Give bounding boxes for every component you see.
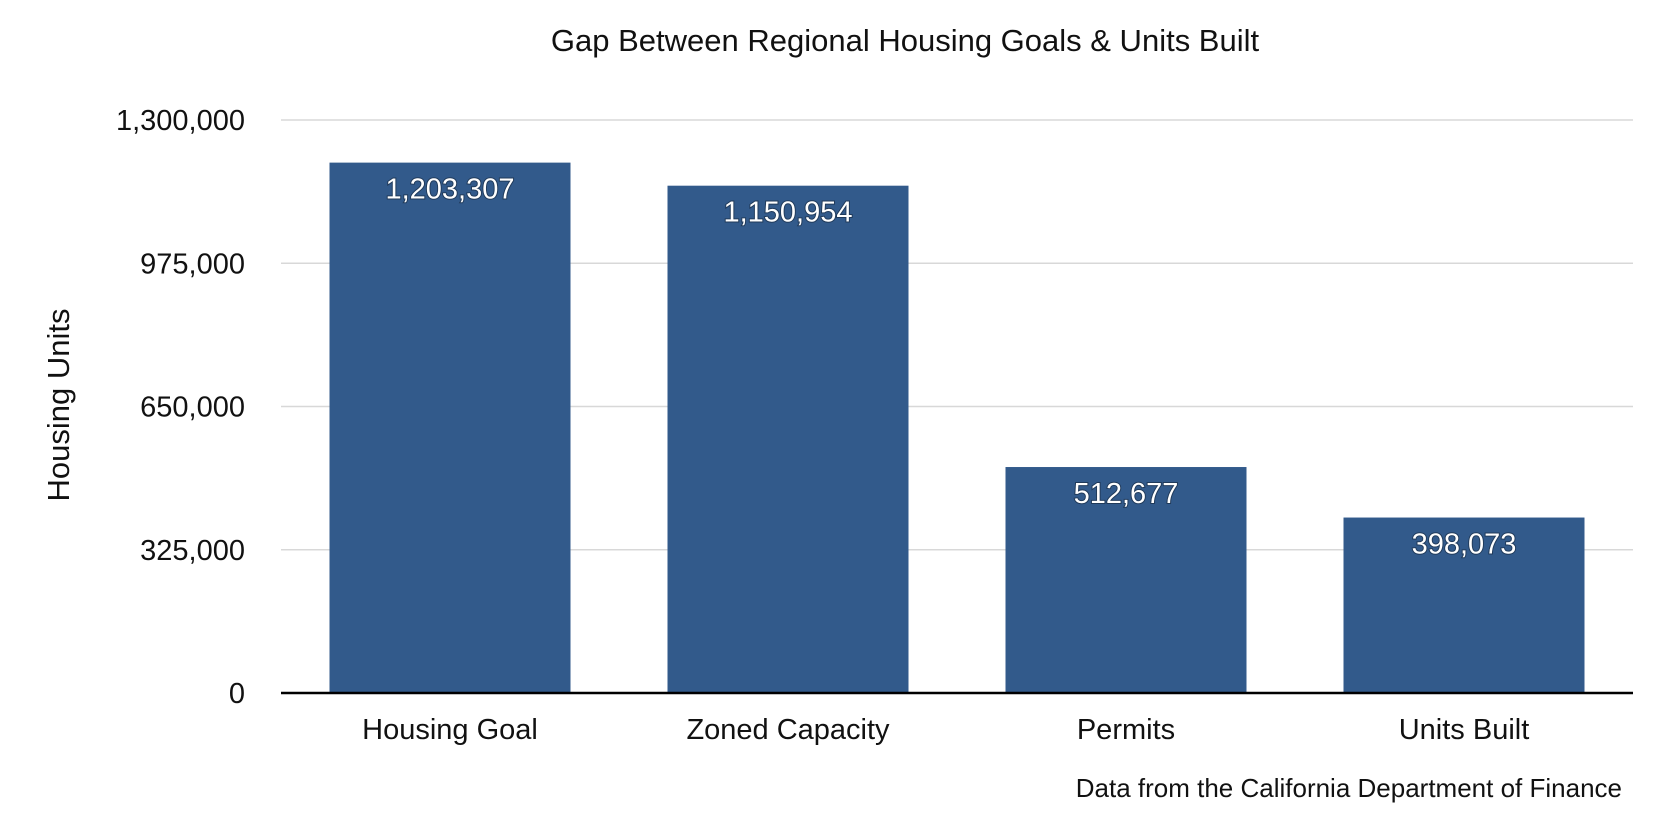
y-tick-label: 0 bbox=[229, 678, 245, 710]
bar bbox=[667, 185, 909, 693]
y-axis-title: Housing Units bbox=[41, 309, 76, 502]
y-tick-label: 1,300,000 bbox=[116, 105, 245, 137]
bar bbox=[1005, 467, 1247, 693]
bar bbox=[329, 162, 571, 694]
y-tick-label: 650,000 bbox=[140, 392, 245, 424]
source-note: Data from the California Department of F… bbox=[1076, 773, 1622, 803]
x-axis-categories: Housing Goal Zoned Capacity Permits Units B… bbox=[362, 714, 1529, 746]
x-category-label: Zoned Capacity bbox=[686, 714, 890, 746]
bars bbox=[329, 162, 1585, 694]
bar bbox=[1343, 517, 1585, 693]
chart-title: Gap Between Regional Housing Goals & Uni… bbox=[551, 23, 1260, 58]
y-tick-label: 975,000 bbox=[140, 248, 245, 280]
bar-value-label: 1,150,954 bbox=[723, 197, 852, 229]
x-category-label: Housing Goal bbox=[362, 714, 538, 746]
y-axis-ticks: 0 325,000 650,000 975,000 1,300,000 bbox=[116, 105, 245, 710]
x-category-label: Units Built bbox=[1399, 714, 1530, 746]
x-category-label: Permits bbox=[1077, 714, 1175, 746]
bar-data-labels: 1,203,307 1,150,954 512,677 398,073 bbox=[384, 173, 1517, 562]
bar-value-label: 398,073 bbox=[1412, 529, 1517, 561]
bar-value-label: 1,203,307 bbox=[385, 174, 514, 206]
bar-value-label: 512,677 bbox=[1074, 478, 1179, 510]
y-tick-label: 325,000 bbox=[140, 535, 245, 567]
